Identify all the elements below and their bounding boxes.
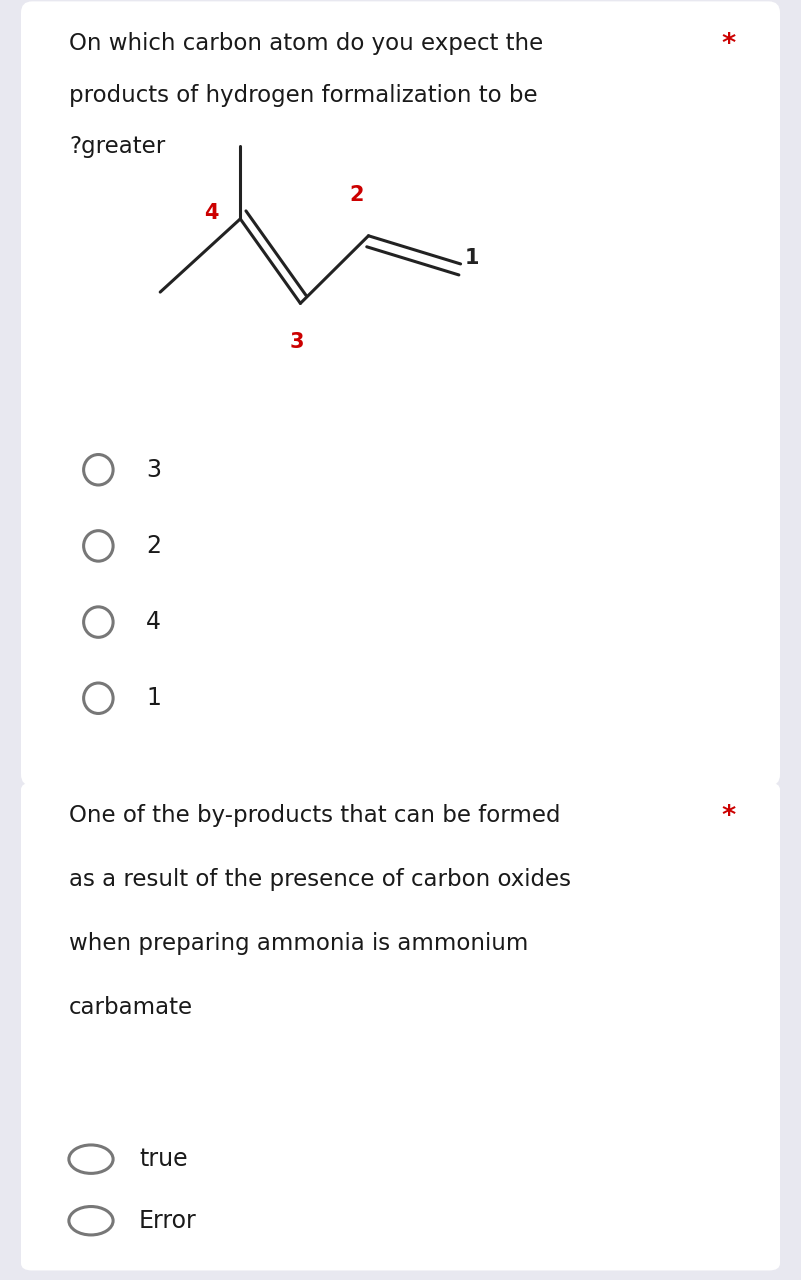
Text: true: true (139, 1147, 187, 1171)
Text: One of the by-products that can be formed: One of the by-products that can be forme… (69, 804, 561, 827)
Text: products of hydrogen formalization to be: products of hydrogen formalization to be (69, 83, 537, 106)
Text: 1: 1 (465, 248, 479, 269)
Text: when preparing ammonia is ammonium: when preparing ammonia is ammonium (69, 932, 529, 955)
Text: 3: 3 (147, 458, 161, 481)
Text: 4: 4 (203, 204, 218, 223)
Text: carbamate: carbamate (69, 996, 193, 1019)
Text: *: * (722, 804, 736, 829)
Text: 4: 4 (147, 611, 161, 634)
Text: Error: Error (139, 1208, 196, 1233)
FancyBboxPatch shape (21, 1, 780, 786)
Text: ?greater: ?greater (69, 136, 165, 159)
Text: On which carbon atom do you expect the: On which carbon atom do you expect the (69, 32, 543, 55)
Text: *: * (722, 32, 736, 58)
FancyBboxPatch shape (21, 782, 780, 1271)
Text: 3: 3 (289, 332, 304, 352)
Text: as a result of the presence of carbon oxides: as a result of the presence of carbon ox… (69, 868, 571, 891)
Text: 2: 2 (147, 534, 161, 558)
Text: 1: 1 (147, 686, 161, 710)
Text: 2: 2 (349, 184, 364, 205)
